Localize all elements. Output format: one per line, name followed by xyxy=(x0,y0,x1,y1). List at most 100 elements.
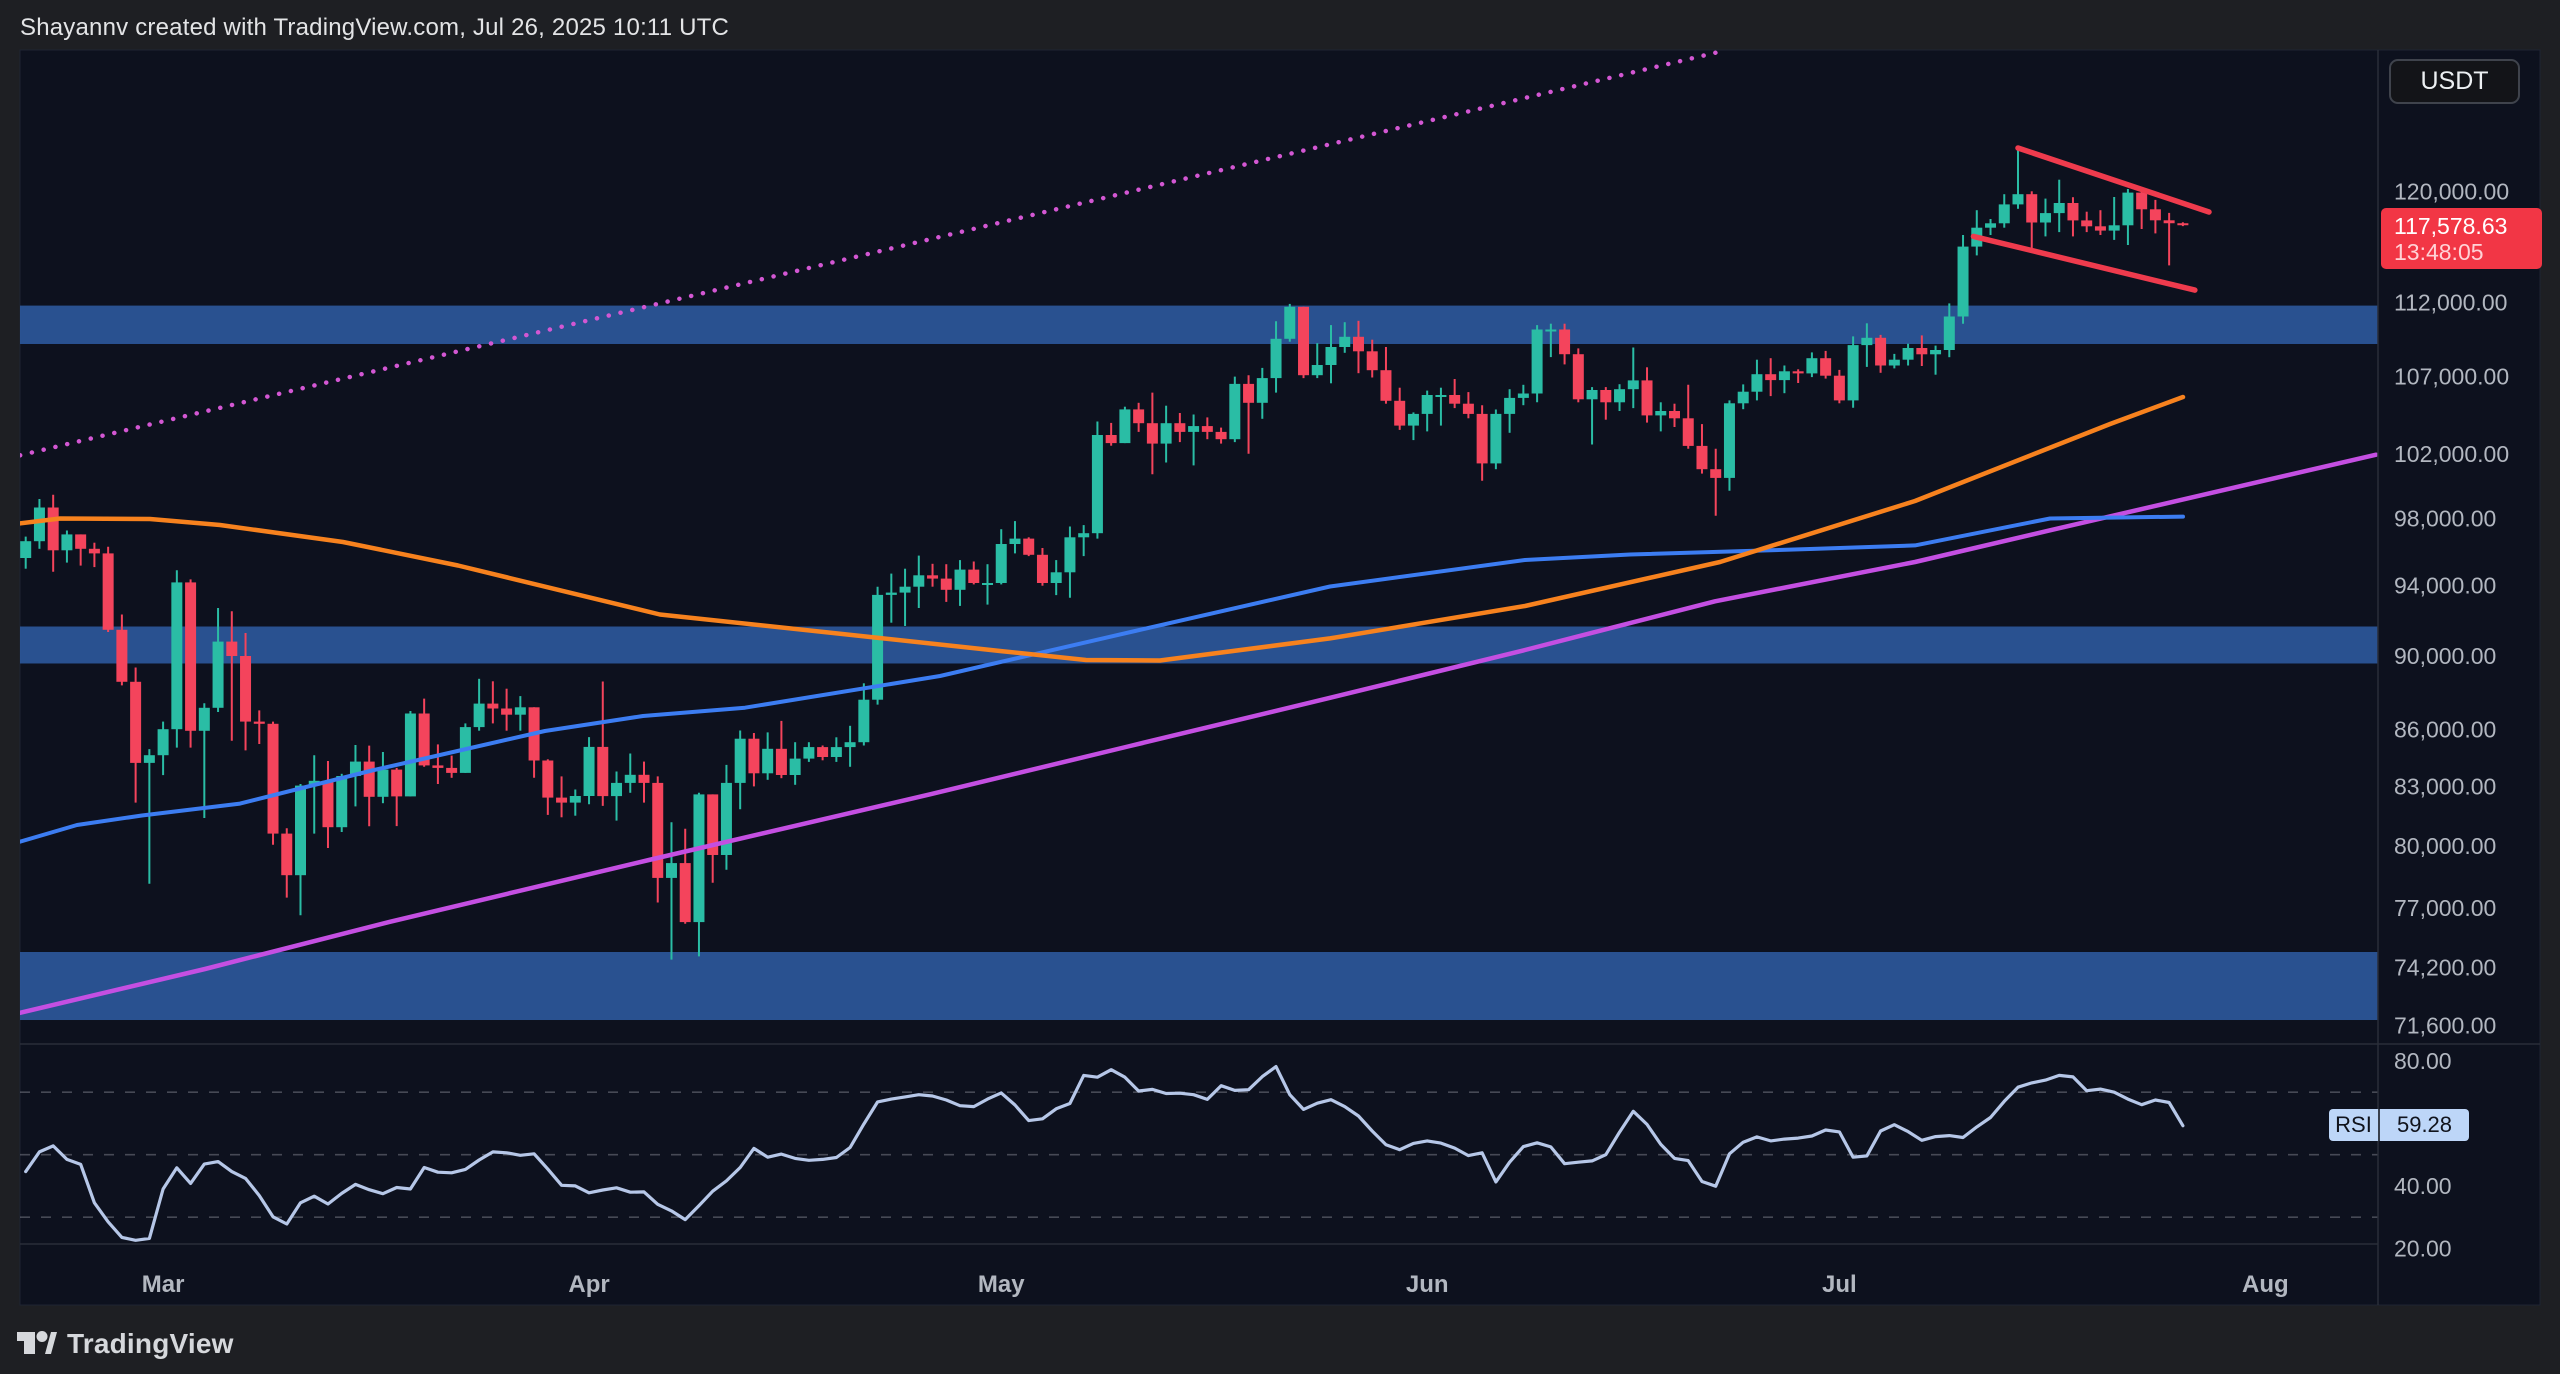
price-axis-label: 98,000.00 xyxy=(2394,505,2496,531)
time-axis-label[interactable]: Aug xyxy=(2242,1271,2289,1298)
candle-body xyxy=(844,742,856,748)
candle-body xyxy=(1820,358,1832,376)
candle-body xyxy=(1188,426,1200,432)
main-pane[interactable] xyxy=(15,50,2378,1021)
chart-attribution: Shayannv created with TradingView.com, J… xyxy=(20,14,730,41)
candle-body xyxy=(322,780,334,828)
candle-body xyxy=(2108,225,2120,231)
candle-body xyxy=(858,699,870,743)
candle-body xyxy=(1559,329,1571,355)
candle-body xyxy=(1723,403,1735,478)
candle-body xyxy=(61,534,73,551)
candle-body xyxy=(1998,204,2010,224)
ma-blue[interactable] xyxy=(19,514,2185,844)
rsi-axis-label: 80.00 xyxy=(2394,1048,2452,1074)
candle-body xyxy=(1091,435,1103,534)
candle-body xyxy=(927,575,939,579)
time-axis-label[interactable]: May xyxy=(978,1271,1025,1298)
tradingview-logo[interactable]: TradingView xyxy=(17,1328,234,1360)
ma-orange[interactable] xyxy=(15,394,2186,663)
rsi-axis-label: 20.00 xyxy=(2394,1235,2452,1261)
candle-body xyxy=(336,776,348,828)
candle-body xyxy=(1366,351,1378,371)
candle-body xyxy=(1696,445,1708,470)
candle-body xyxy=(1930,349,1942,355)
candle-body xyxy=(33,507,45,542)
candle-body xyxy=(1133,409,1145,424)
candle-body xyxy=(198,707,210,731)
candle-body xyxy=(2136,192,2148,210)
candle-body xyxy=(226,641,238,656)
candle-body xyxy=(473,703,485,728)
rsi-value: 59.28 xyxy=(2380,1109,2469,1141)
candle-body xyxy=(501,708,513,715)
candle-body xyxy=(1888,359,1900,366)
candle-body xyxy=(2094,226,2106,231)
candle-body xyxy=(143,755,155,763)
candle-body xyxy=(954,569,966,590)
candle-body xyxy=(1682,418,1694,446)
channel-lower-line[interactable] xyxy=(1970,233,2198,293)
candle-body xyxy=(267,723,279,834)
candle-body xyxy=(1765,374,1777,381)
price-axis-label: 77,000.00 xyxy=(2394,895,2496,921)
candle-body xyxy=(679,863,691,923)
candle-body xyxy=(1847,345,1859,401)
rsi-value-badge: RSI 59.28 xyxy=(2329,1109,2469,1141)
candle-body xyxy=(446,767,458,773)
candle-body xyxy=(748,738,760,774)
ma-purple[interactable] xyxy=(15,452,2378,1016)
time-axis-label[interactable]: Jul xyxy=(1822,1271,1857,1298)
candle-body xyxy=(1421,395,1433,414)
candle-body xyxy=(1504,397,1516,414)
quote-currency-badge[interactable]: USDT xyxy=(2389,59,2520,104)
channel-upper-line[interactable] xyxy=(2015,145,2212,215)
candle-body xyxy=(1119,409,1131,444)
candle-body xyxy=(1572,354,1584,400)
tradingview-logo-text: TradingView xyxy=(67,1328,234,1359)
candle-body xyxy=(542,760,554,798)
candle-body xyxy=(789,758,801,776)
candle-body xyxy=(762,748,774,774)
candle-body xyxy=(830,747,842,758)
price-axis-label: 74,200.00 xyxy=(2394,955,2496,981)
candle-body xyxy=(1050,572,1062,584)
time-axis-label[interactable]: Jun xyxy=(1406,1271,1449,1298)
tradingview-logo-glyph xyxy=(17,1331,57,1354)
candle-body xyxy=(102,553,114,630)
time-axis-label[interactable]: Apr xyxy=(568,1271,609,1298)
candle-body xyxy=(1407,413,1419,426)
candle-body xyxy=(1036,554,1048,584)
price-axis-label: 71,600.00 xyxy=(2394,1012,2496,1038)
candle-body xyxy=(487,703,499,709)
candle-body xyxy=(88,548,100,554)
candle-body xyxy=(2081,220,2093,227)
candle-body xyxy=(2122,192,2134,226)
rsi-line[interactable] xyxy=(24,1065,2185,1242)
candle-body xyxy=(1737,391,1749,404)
candle-body xyxy=(1311,365,1323,376)
candle-body xyxy=(1655,411,1667,416)
candle-body xyxy=(707,794,719,855)
candle-body xyxy=(363,761,375,797)
candle-body xyxy=(968,569,980,584)
dotted-trendline[interactable] xyxy=(20,50,1730,458)
candle-body xyxy=(899,586,911,593)
candle-body xyxy=(583,746,595,796)
candle-body xyxy=(1380,370,1392,401)
candle-body xyxy=(1957,246,1969,317)
candle-body xyxy=(1710,469,1722,478)
rsi-pane[interactable] xyxy=(20,1065,2378,1242)
candle-body xyxy=(624,774,636,783)
time-axis-label[interactable]: Mar xyxy=(142,1271,185,1298)
last-price-badge: 117,578.63 13:48:05 xyxy=(2381,208,2542,269)
candle-body xyxy=(556,797,568,803)
candle-body xyxy=(1270,338,1282,379)
candle-body xyxy=(1243,383,1255,403)
candle-body xyxy=(734,738,746,783)
candle-body xyxy=(1023,538,1035,555)
candle-body xyxy=(1531,329,1543,394)
price-axis-label: 86,000.00 xyxy=(2394,716,2496,742)
candle-body xyxy=(1806,358,1818,374)
